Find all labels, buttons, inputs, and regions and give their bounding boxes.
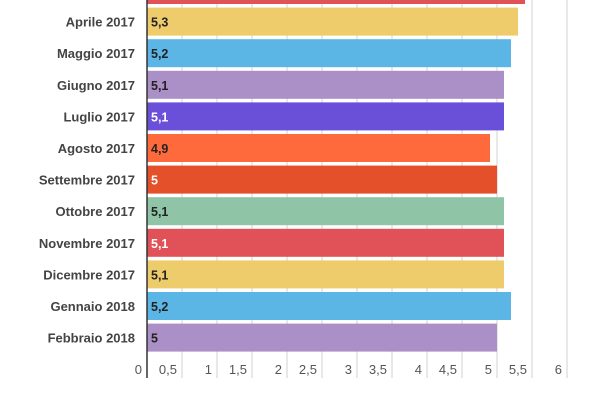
x-tick-label: 0,5 — [159, 362, 177, 377]
bar — [147, 197, 504, 226]
category-label: Aprile 2017 — [66, 15, 135, 30]
bar — [147, 323, 497, 352]
x-tick-label: 3,5 — [369, 362, 387, 377]
data-label: 5 — [151, 332, 158, 346]
x-tick-label: 1,5 — [229, 362, 247, 377]
data-label: 5 — [151, 174, 158, 188]
x-tick-label: 0 — [135, 362, 142, 377]
x-tick-label: 5 — [485, 362, 492, 377]
category-label: Giugno 2017 — [57, 78, 135, 93]
bar — [147, 260, 504, 289]
category-label: Ottobre 2017 — [56, 204, 135, 219]
x-tick-label: 4,5 — [439, 362, 457, 377]
x-tick-label: 3 — [345, 362, 352, 377]
x-tick-label: 5,5 — [509, 362, 527, 377]
bar — [147, 165, 497, 194]
x-tick-label: 2 — [275, 362, 282, 377]
category-label: Dicembre 2017 — [43, 267, 135, 282]
data-label: 4,9 — [151, 142, 168, 156]
x-tick-label: 1 — [205, 362, 212, 377]
bar — [147, 134, 490, 162]
bar — [147, 70, 504, 99]
x-tick-label: 4 — [415, 362, 422, 377]
data-label: 5,1 — [151, 110, 168, 124]
bar — [147, 39, 511, 68]
data-label: 5,1 — [151, 268, 168, 282]
bar — [147, 7, 518, 36]
category-label: Luglio 2017 — [63, 109, 135, 124]
category-label: Gennaio 2018 — [50, 299, 135, 314]
category-label: Settembre 2017 — [39, 173, 135, 188]
bar — [147, 228, 504, 257]
data-label: 5,1 — [151, 205, 168, 219]
x-tick-label: 2,5 — [299, 362, 317, 377]
category-label: Febbraio 2018 — [48, 331, 135, 346]
category-label: Agosto 2017 — [58, 141, 135, 156]
bar — [147, 292, 511, 320]
category-label: Maggio 2017 — [57, 46, 135, 61]
x-tick-label: 6 — [555, 362, 562, 377]
data-label: 5,2 — [151, 47, 168, 61]
category-label: Novembre 2017 — [39, 236, 135, 251]
data-label: 5,2 — [151, 300, 168, 314]
bar — [147, 0, 525, 4]
data-label: 5,1 — [151, 79, 168, 93]
data-label: 5,1 — [151, 237, 168, 251]
bar — [147, 102, 504, 131]
data-label: 5,3 — [151, 16, 168, 30]
